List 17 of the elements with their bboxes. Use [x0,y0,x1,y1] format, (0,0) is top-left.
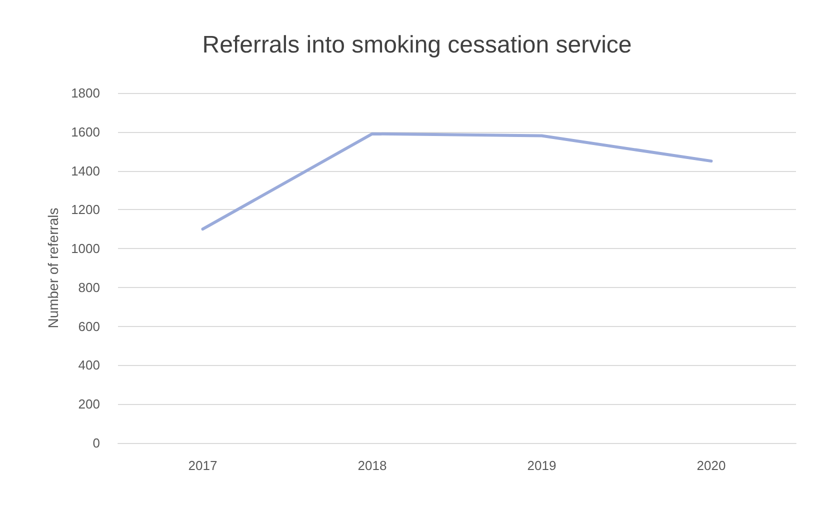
y-tick-label: 1600 [71,124,100,140]
x-tick-label: 2020 [696,458,726,473]
y-tick-label: 800 [78,280,100,295]
y-tick-label: 0 [92,436,100,450]
y-tick-label: 1400 [71,163,100,178]
y-tick-label: 200 [78,396,100,412]
y-tick-label: 1800 [71,86,100,100]
x-tick-label: 2018 [358,458,387,473]
line-series [201,132,713,231]
y-tick-label: 400 [78,358,100,373]
x-tick-label: 2019 [527,458,556,473]
y-tick-label: 1200 [71,202,100,218]
chart-title: Referrals into smoking cessation service [202,32,632,58]
y-axis-title: Number of referrals [45,208,62,328]
y-tick-label: 600 [78,318,100,334]
y-tick-label: 1000 [71,241,100,256]
x-tick-label: 2017 [188,458,218,473]
